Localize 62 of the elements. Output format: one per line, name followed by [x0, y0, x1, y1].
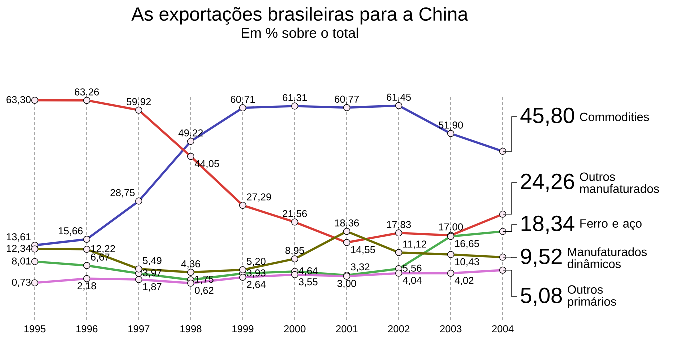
data-label: 0,73	[12, 278, 31, 288]
data-label: 63,30	[6, 96, 31, 105]
data-label: 49,22	[178, 130, 204, 138]
data-label: 16,65	[455, 240, 480, 249]
data-label: 61,45	[386, 94, 412, 102]
data-label: 8,01	[12, 258, 31, 266]
data-label: 5,56	[403, 264, 422, 274]
x-tick-label: 1996	[76, 326, 98, 333]
chart-title: As exportações brasileiras para a China	[132, 7, 468, 25]
data-label: 4,36	[182, 260, 200, 269]
data-label: 2,64	[247, 281, 266, 290]
data-label: 2,18	[78, 282, 96, 291]
data-label: 9,52	[521, 248, 562, 268]
text: Outros manufaturados	[580, 172, 660, 194]
data-label: 60,77	[334, 96, 360, 104]
data-label: 5,20	[247, 258, 266, 266]
data-label: 11,12	[403, 240, 426, 250]
data-label: 10,43	[455, 258, 480, 267]
data-label: 27,29	[247, 194, 272, 202]
chart-subtitle: Em % sobre o total	[242, 28, 358, 38]
x-tick-label: 2000	[284, 326, 306, 333]
data-label: 4,04	[402, 277, 422, 286]
data-label: 12,22	[91, 245, 116, 254]
data-label: 21,56	[282, 210, 308, 219]
data-label: 63,26	[75, 88, 100, 97]
data-label: 3,55	[299, 278, 318, 287]
data-label: 15,66	[59, 228, 83, 236]
data-label: 3,32	[351, 264, 370, 272]
text: Commodities	[580, 112, 650, 122]
x-tick-label: 2003	[440, 326, 462, 333]
text: Outros primários	[568, 286, 616, 308]
data-label: 13,61	[7, 234, 31, 242]
x-tick-label: 1998	[180, 326, 202, 333]
text: Ferro e aço	[580, 220, 642, 230]
data-label: 5,08	[521, 288, 562, 306]
data-label: 45,80	[520, 108, 574, 126]
data-label: 24,26	[521, 174, 574, 192]
data-label: 60,71	[230, 96, 256, 104]
data-label: 14,55	[351, 246, 376, 255]
x-tick-label: 2004	[492, 326, 514, 333]
data-label: 18,34	[522, 216, 575, 234]
data-label: 5,49	[143, 257, 162, 266]
data-label: 51,90	[438, 122, 464, 130]
data-label: 59,92	[126, 98, 152, 107]
data-label: 28,75	[110, 189, 135, 198]
data-label: 6,67	[91, 254, 110, 262]
x-tick-label: 1999	[232, 326, 254, 333]
data-label: 17,83	[387, 221, 412, 230]
x-tick-label: 2002	[388, 326, 410, 333]
data-label: 17,00	[439, 224, 464, 232]
data-label: 1,87	[143, 283, 162, 292]
data-label: 61,31	[282, 94, 308, 103]
data-label: 0,62	[195, 287, 214, 296]
data-label: 4,02	[454, 277, 474, 286]
x-tick-label: 1995	[24, 326, 46, 333]
text: Manufaturados dinâmicos	[568, 248, 648, 268]
data-label: 18,36	[335, 220, 360, 228]
x-tick-label: 1997	[128, 326, 150, 333]
data-label: 8,95	[286, 247, 304, 256]
data-label: 12,34	[7, 245, 32, 254]
x-tick-label: 2001	[336, 326, 358, 333]
data-label: 3,00	[338, 280, 356, 288]
